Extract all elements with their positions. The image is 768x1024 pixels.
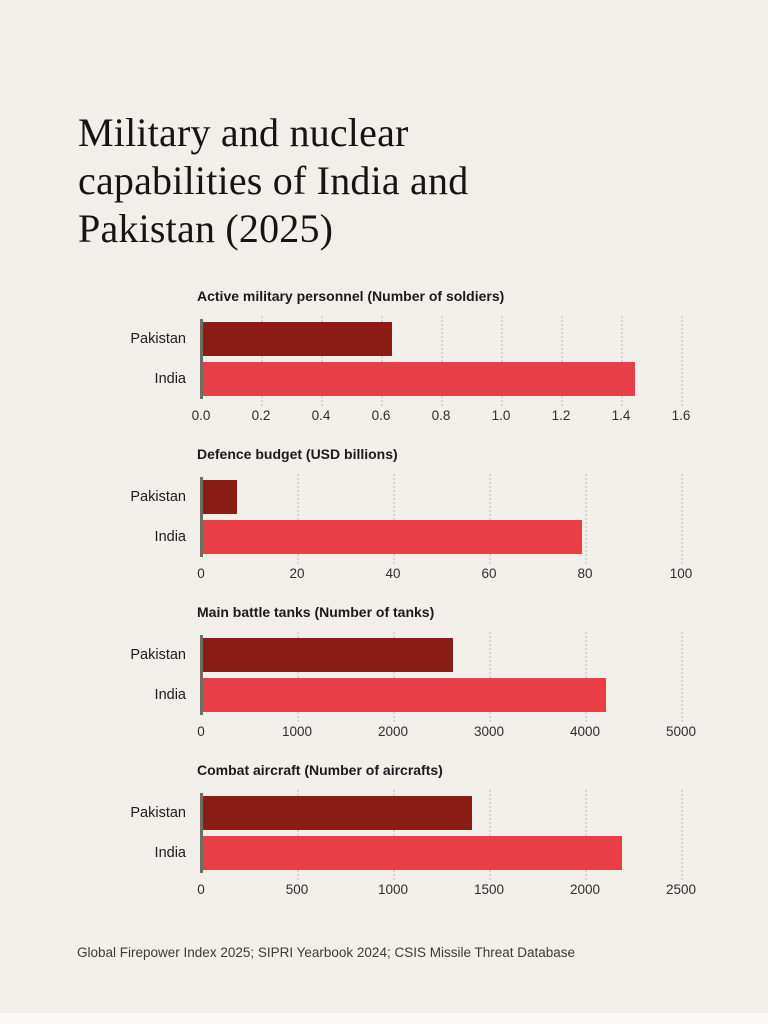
bar-pakistan [203, 480, 237, 514]
gridline [681, 632, 683, 722]
gridline [393, 632, 395, 722]
tick-label: 1.2 [551, 408, 571, 423]
y-axis-line [200, 319, 203, 399]
tick-label: 0 [197, 724, 205, 739]
tick-label: 0.2 [251, 408, 271, 423]
bar-india [203, 678, 607, 712]
tick-label: 20 [289, 566, 305, 581]
gridline [297, 632, 299, 722]
bar-chart-1: Active military personnel (Number of sol… [0, 284, 768, 442]
tick-label: 0.0 [191, 408, 211, 423]
bar-india [203, 836, 622, 870]
tick-label: 40 [385, 566, 401, 581]
gridline [585, 474, 587, 564]
x-axis: 0 1000 2000 3000 4000 5000 [197, 724, 696, 742]
gridline [681, 474, 683, 564]
page-title: Military and nuclear capabilities of Ind… [78, 109, 638, 253]
gridline [585, 790, 587, 880]
page-title-line: Military and nuclear [78, 109, 409, 155]
chart-title: Combat aircraft (Number of aircrafts) [197, 762, 443, 778]
x-axis: 0 500 1000 1500 2000 2500 [197, 882, 696, 900]
gridline [393, 790, 395, 880]
tick-label: 2500 [665, 882, 697, 897]
chart-title: Active military personnel (Number of sol… [197, 288, 505, 304]
gridline [585, 632, 587, 722]
tick-label: 0.8 [431, 408, 451, 423]
bar-chart-4: Combat aircraft (Number of aircrafts) Pak… [0, 758, 768, 916]
gridline [297, 790, 299, 880]
category-label-pakistan: Pakistan [130, 805, 186, 821]
category-label-pakistan: Pakistan [130, 647, 186, 663]
gridline [321, 316, 323, 406]
bar-india [203, 520, 583, 554]
category-label-india: India [154, 371, 186, 387]
gridline [561, 316, 563, 406]
tick-label: 2000 [569, 882, 601, 897]
gridline [261, 316, 263, 406]
tick-label: 0 [197, 882, 205, 897]
gridline [297, 474, 299, 564]
page-title-line: capabilities of India and [78, 157, 469, 203]
bar-pakistan [203, 638, 453, 672]
tick-label: 3000 [473, 724, 505, 739]
plot-area [200, 790, 683, 880]
category-label-pakistan: Pakistan [130, 331, 186, 347]
charts: Active military personnel (Number of sol… [0, 284, 768, 916]
tick-label: 4000 [569, 724, 601, 739]
plot-area [200, 474, 683, 564]
tick-label: 0 [197, 566, 205, 581]
bar-chart-3: Main battle tanks (Number of tanks) Pakis… [0, 600, 768, 758]
tick-label: 1.4 [611, 408, 631, 423]
gridline [441, 316, 443, 406]
x-axis: 0 20 40 60 80 100 [197, 566, 692, 584]
tick-label: 5000 [665, 724, 697, 739]
gridline [681, 316, 683, 406]
bar-india [203, 362, 635, 396]
bar-pakistan [203, 796, 472, 830]
x-axis: 0.0 0.2 0.4 0.6 0.8 1.0 1.2 1.4 1.6 [192, 408, 691, 426]
y-axis-line [200, 793, 203, 873]
gridline [621, 316, 623, 406]
tick-label: 60 [481, 566, 497, 581]
tick-label: 1000 [281, 724, 313, 739]
category-label-india: India [154, 845, 186, 861]
tick-label: 0.4 [311, 408, 331, 423]
tick-label: 100 [669, 566, 693, 581]
category-label-pakistan: Pakistan [130, 489, 186, 505]
gridline [501, 316, 503, 406]
tick-label: 1.6 [671, 408, 691, 423]
y-axis-line [200, 477, 203, 557]
bottom-strip [0, 1013, 768, 1024]
plot-area [200, 316, 683, 406]
gridline [489, 632, 491, 722]
gridline [393, 474, 395, 564]
bar-pakistan [203, 322, 392, 356]
tick-label: 2000 [377, 724, 409, 739]
chart-title: Defence budget (USD billions) [197, 446, 398, 462]
bar-chart-2: Defence budget (USD billions) Pakistan Ind… [0, 442, 768, 600]
page-title-line: Pakistan (2025) [78, 205, 334, 251]
tick-label: 0.6 [371, 408, 391, 423]
gridline [681, 790, 683, 880]
category-label-india: India [154, 687, 186, 703]
tick-label: 80 [577, 566, 593, 581]
plot-area [200, 632, 683, 722]
source-note: Global Firepower Index 2025; SIPRI Yearb… [77, 945, 576, 960]
gridline [381, 316, 383, 406]
tick-label: 1500 [473, 882, 505, 897]
gridline [489, 790, 491, 880]
gridline [489, 474, 491, 564]
tick-label: 500 [285, 882, 309, 897]
tick-label: 1.0 [491, 408, 511, 423]
category-label-india: India [154, 529, 186, 545]
tick-label: 1000 [377, 882, 409, 897]
chart-title: Main battle tanks (Number of tanks) [197, 604, 435, 620]
y-axis-line [200, 635, 203, 715]
